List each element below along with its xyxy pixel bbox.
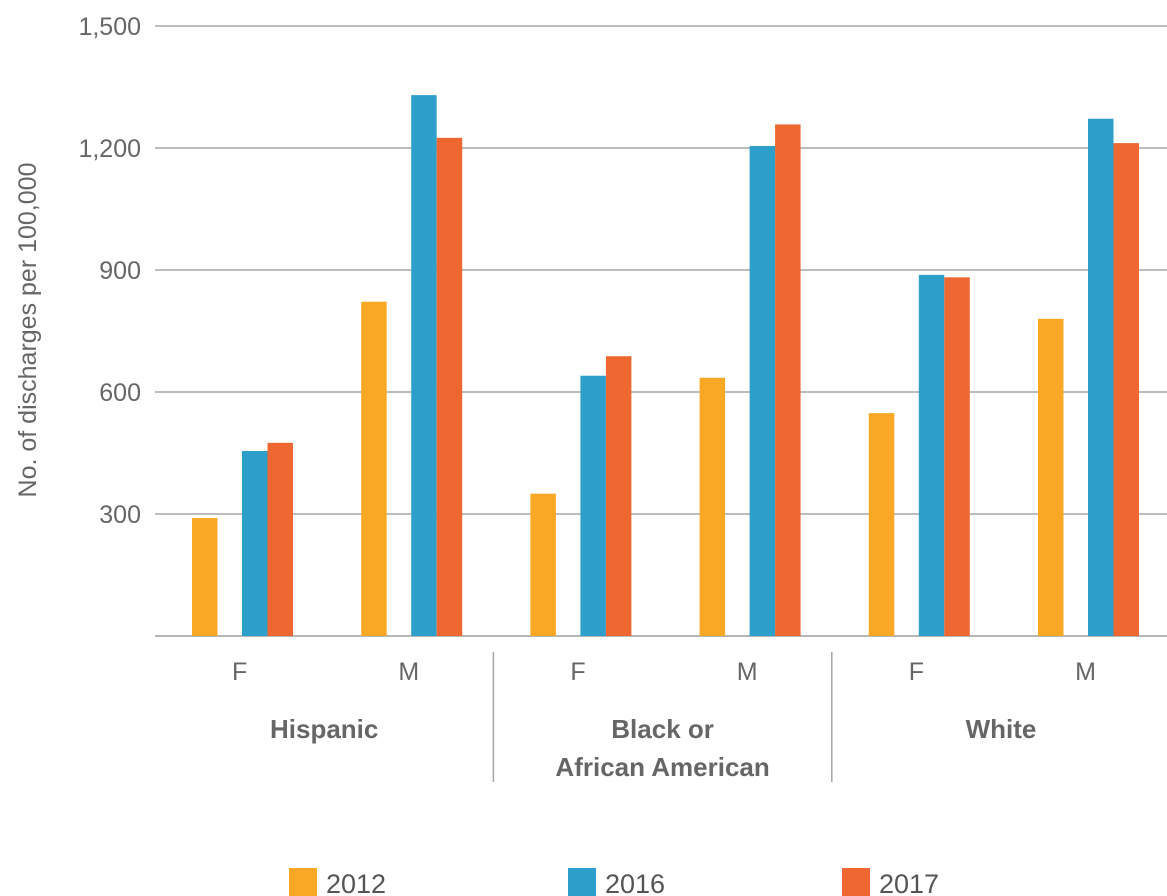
x-category-label: F [232,658,247,686]
bars [192,95,1139,637]
bar-2012-1 [192,518,218,636]
legend-swatch-2016 [568,868,596,896]
y-tick-label: 600 [99,379,141,407]
legend-swatch-2017 [842,868,870,896]
x-category-label: M [1075,658,1096,686]
bar-2017-1 [267,442,293,636]
x-category-label: F [909,658,924,686]
grid-lines [155,25,1167,637]
group-label: Hispanic [270,714,378,744]
bar-2016-5 [918,274,945,636]
bar-2016-6 [1088,118,1114,637]
bar-2012-2 [361,301,387,636]
y-tick-label: 1,500 [78,13,141,41]
group-label: White [966,714,1037,744]
bar-2017-2 [436,137,463,637]
legend: 2012 2016 2017 [289,868,939,896]
bar-2016-4 [749,145,776,636]
bar-2012-4 [699,377,726,636]
group-label: African American [555,752,769,782]
bar-2016-1 [242,450,268,636]
bar-2012-3 [530,493,556,636]
y-tick-label: 1,200 [78,135,141,163]
legend-label-2012: 2012 [326,869,386,896]
y-tick-label: 300 [99,501,141,529]
x-category-label: F [570,658,585,686]
group-labels: Hispanic Black or African American White [270,652,1036,782]
legend-label-2017: 2017 [879,869,939,896]
group-label: Black or [611,714,714,744]
bar-2016-2 [411,95,437,637]
x-category-label: M [398,658,419,686]
bar-2017-6 [1113,143,1139,636]
bar-2012-5 [868,413,895,636]
y-axis-ticks: 300 600 900 1,200 1,500 [78,13,141,529]
bar-2017-5 [944,277,970,636]
bar-2016-3 [580,375,606,636]
bar-2012-6 [1038,318,1064,636]
y-tick-label: 900 [99,257,141,285]
y-axis-label: No. of discharges per 100,000 [14,163,42,498]
bar-2017-3 [605,356,632,636]
bar-2017-4 [775,124,801,636]
legend-label-2016: 2016 [605,869,665,896]
x-category-label: M [737,658,758,686]
legend-swatch-2012 [289,868,317,896]
